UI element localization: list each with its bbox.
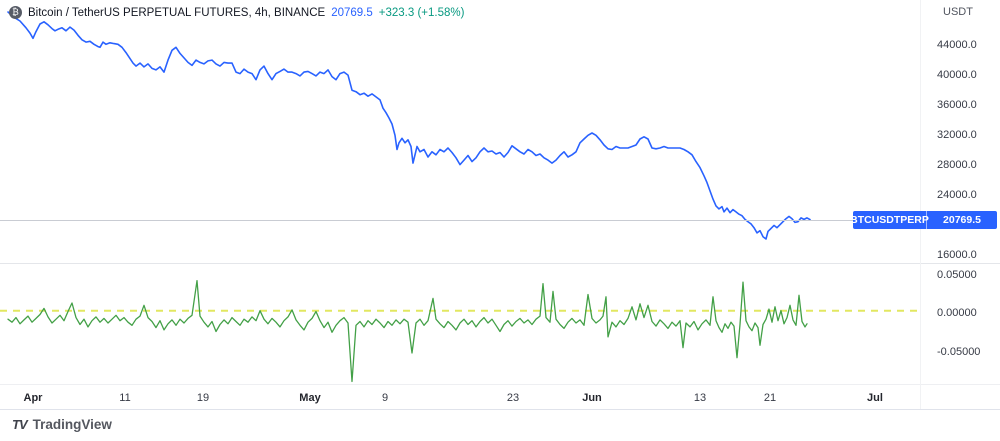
indicator-tick-label: 0.05000 (937, 269, 977, 281)
indicator-tick-label: 0.00000 (937, 307, 977, 319)
bitcoin-logo-icon: ₿ (9, 6, 22, 19)
pane-separator[interactable] (0, 263, 1000, 264)
legend-price-change: +323.3 (+1.58%) (378, 6, 465, 19)
price-tick-label: 44000.0 (937, 39, 977, 51)
chart-legend[interactable]: ₿ Bitcoin / TetherUS PERPETUAL FUTURES, … (9, 6, 464, 19)
indicator-tick-label: -0.05000 (937, 346, 981, 358)
price-tick-label: 24000.0 (937, 189, 977, 201)
indicator-pane[interactable] (0, 265, 920, 385)
price-axis-separator (920, 0, 921, 409)
price-tick-label: 40000.0 (937, 69, 977, 81)
time-axis[interactable]: Apr 11 19 May 9 23 Jun 13 21 Jul (0, 384, 920, 409)
time-axis-separator (0, 384, 1000, 385)
tradingview-brand: TradingView (32, 417, 112, 432)
time-tick-label: Jun (582, 392, 602, 404)
footer-bar: TV TradingView (0, 410, 1000, 441)
price-chart-pane[interactable] (0, 0, 920, 263)
price-tick-label: 32000.0 (937, 129, 977, 141)
time-tick-label: 11 (119, 392, 131, 404)
legend-last-price: 20769.5 (331, 6, 373, 19)
time-tick-label: 19 (196, 392, 210, 404)
time-tick-label: May (299, 392, 321, 404)
current-price-line (0, 220, 853, 221)
time-tick-label: Jul (867, 392, 883, 404)
price-axis[interactable]: USDT 44000.0 40000.0 36000.0 32000.0 28000.0… (920, 0, 1000, 409)
time-tick-label: 9 (381, 392, 389, 404)
footer-separator (0, 409, 1000, 410)
price-tick-label: 16000.0 (937, 249, 977, 261)
price-label-symbol: BTCUSDTPERP (853, 211, 929, 229)
axis-unit-label: USDT (943, 6, 973, 18)
last-price-axis-label: BTCUSDTPERP 20769.5 (853, 211, 997, 229)
price-line-series (7, 11, 811, 240)
time-tick-label: 21 (763, 392, 777, 404)
tradingview-logo[interactable]: TV TradingView (12, 417, 112, 432)
price-label-value: 20769.5 (943, 214, 981, 226)
price-tick-label: 36000.0 (937, 99, 977, 111)
indicator-line-series (7, 280, 808, 383)
symbol-title[interactable]: Bitcoin / TetherUS PERPETUAL FUTURES, 4h… (28, 6, 326, 19)
time-tick-label: 13 (693, 392, 707, 404)
time-tick-label: 23 (506, 392, 520, 404)
time-tick-label: Apr (23, 392, 43, 404)
tradingview-logo-icon: TV (12, 417, 28, 432)
price-tick-label: 28000.0 (937, 159, 977, 171)
